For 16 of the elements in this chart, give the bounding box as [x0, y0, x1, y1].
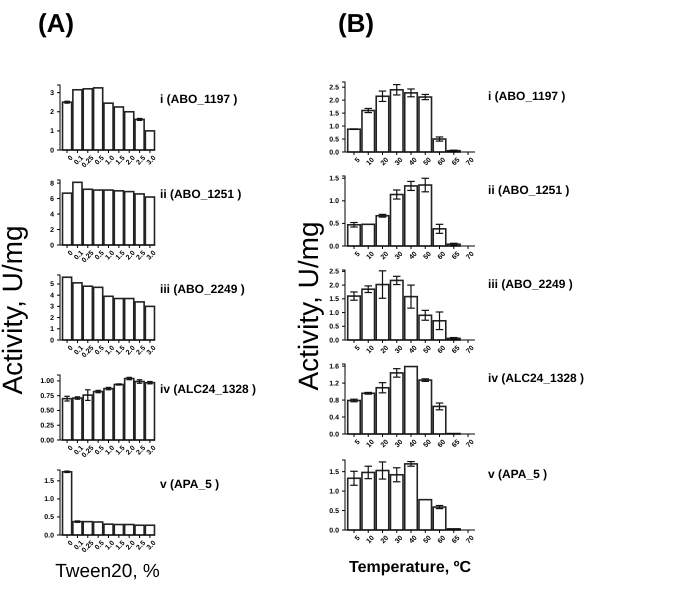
chart-title: (B) [338, 8, 374, 38]
text: v (APA_5 ) [488, 467, 548, 481]
text: i (ABO_1197 ) [160, 92, 238, 106]
text: ii (ABO_1251 ) [160, 187, 242, 201]
chart-title: (A) [38, 8, 74, 38]
y-axis-title: Activity, U/mg [293, 221, 324, 391]
text: iii (ABO_2249 ) [488, 277, 573, 291]
text: v (APA_5 ) [160, 477, 220, 491]
text: ii (ABO_1251 ) [488, 183, 570, 197]
x-axis-title: Tween20, % [55, 561, 160, 582]
y-axis-title: Activity, U/mg [0, 225, 28, 395]
text: i (ABO_1197 ) [488, 89, 566, 103]
text: iii (ABO_2249 ) [160, 282, 245, 296]
text: iv (ALC24_1328 ) [488, 371, 584, 385]
x-axis-title: Temperature, ºC [348, 559, 472, 576]
text: iv (ALC24_1328 ) [160, 382, 256, 396]
